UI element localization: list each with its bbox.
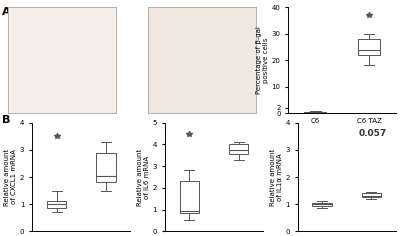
Y-axis label: Percentage of β-gal
positive cells: Percentage of β-gal positive cells [256,26,269,94]
PathPatch shape [362,193,381,197]
Text: C6 TAZ: C6 TAZ [187,126,217,135]
Text: B: B [2,115,10,125]
Text: C6: C6 [57,126,67,135]
Y-axis label: Relative amount
of IL6 mRNA: Relative amount of IL6 mRNA [137,148,150,206]
Text: A: A [2,7,11,17]
PathPatch shape [180,181,199,213]
PathPatch shape [229,144,248,154]
Y-axis label: Relative amount
of IL1α mRNA: Relative amount of IL1α mRNA [270,148,283,206]
PathPatch shape [47,201,66,208]
PathPatch shape [312,203,332,206]
PathPatch shape [96,153,116,182]
PathPatch shape [358,39,380,55]
Text: 0.057: 0.057 [359,129,387,138]
Y-axis label: Relative amount
of CXCL1 mRNA: Relative amount of CXCL1 mRNA [4,148,17,206]
PathPatch shape [304,112,326,113]
